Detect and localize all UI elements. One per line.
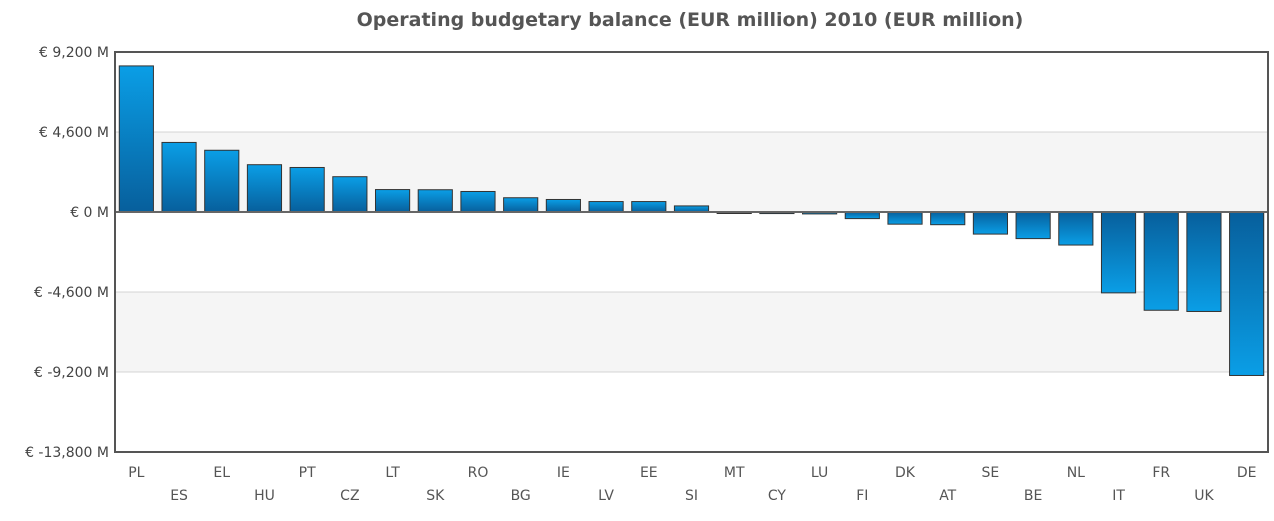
- x-tick-label: AT: [939, 488, 956, 504]
- bar-lv: [588, 201, 624, 213]
- x-tick-label: FR: [1152, 465, 1170, 481]
- x-tick-label: NL: [1067, 465, 1085, 481]
- plot-band: [115, 132, 1268, 212]
- x-tick-label: IE: [557, 465, 570, 481]
- bar-nl: [1058, 211, 1094, 246]
- bar-dk: [887, 211, 923, 225]
- bar-ro: [460, 190, 496, 213]
- y-tick-label: € 0 M: [70, 205, 109, 221]
- bar-it: [1100, 211, 1137, 294]
- x-tick-label: BG: [511, 488, 531, 504]
- y-tick-label: € -4,600 M: [34, 285, 109, 301]
- bar-hu: [246, 164, 283, 213]
- bar-fr: [1143, 211, 1179, 311]
- x-tick-label: EL: [213, 465, 230, 481]
- x-tick-label: MT: [724, 465, 745, 481]
- x-tick-label: SE: [982, 465, 1000, 481]
- x-axis-ticks: PL ES EL HU PT CZ LT SK RO BG IE LV EE SI MT CY LU FI DK AT…: [128, 465, 1256, 504]
- chart-title: Operating budgetary balance (EUR million…: [357, 9, 1024, 31]
- gridlines: [115, 131, 1268, 373]
- bar-de: [1229, 211, 1265, 376]
- x-tick-label: HU: [254, 488, 275, 504]
- x-tick-label: DE: [1237, 465, 1257, 481]
- x-tick-label: SK: [426, 488, 445, 504]
- x-tick-label: IT: [1112, 488, 1125, 504]
- x-tick-label: CZ: [340, 488, 359, 504]
- x-tick-label: LT: [385, 465, 400, 481]
- y-tick-label: € -13,800 M: [25, 445, 109, 461]
- y-tick-label: € 4,600 M: [39, 125, 109, 141]
- x-tick-label: LU: [811, 465, 828, 481]
- bar-se: [972, 211, 1009, 235]
- bar-at: [930, 211, 966, 226]
- bar-lt: [374, 189, 411, 213]
- bars: [118, 65, 1265, 376]
- bar-es: [161, 141, 197, 213]
- bar-bg: [503, 197, 539, 213]
- x-tick-label: BE: [1024, 488, 1042, 504]
- x-tick-label: UK: [1194, 488, 1214, 504]
- y-tick-label: € -9,200 M: [34, 365, 109, 381]
- x-tick-label: DK: [895, 465, 916, 481]
- bar-ie: [545, 198, 581, 213]
- bar-pt: [289, 166, 325, 213]
- bar-cz: [332, 176, 368, 213]
- x-tick-label: LV: [598, 488, 614, 504]
- x-tick-label: CY: [768, 488, 787, 504]
- bar-ee: [631, 201, 667, 213]
- bar-uk: [1186, 211, 1222, 312]
- plot-bands: [115, 132, 1268, 372]
- bar-el: [204, 149, 240, 213]
- x-tick-label: ES: [170, 488, 188, 504]
- bar-sk: [417, 189, 453, 213]
- y-axis-ticks: € 9,200 M € 4,600 M € 0 M € -4,600 M € -9,20…: [25, 45, 109, 461]
- x-tick-label: PL: [128, 465, 144, 481]
- bar-be: [1015, 211, 1051, 240]
- x-tick-label: FI: [856, 488, 868, 504]
- y-tick-label: € 9,200 M: [39, 45, 109, 61]
- plot-frame: [114, 51, 1269, 453]
- x-tick-label: SI: [685, 488, 698, 504]
- x-tick-label: EE: [640, 465, 658, 481]
- bar-pl: [118, 65, 154, 213]
- x-tick-label: RO: [468, 465, 489, 481]
- plot-band: [115, 292, 1268, 372]
- x-tick-label: PT: [299, 465, 316, 481]
